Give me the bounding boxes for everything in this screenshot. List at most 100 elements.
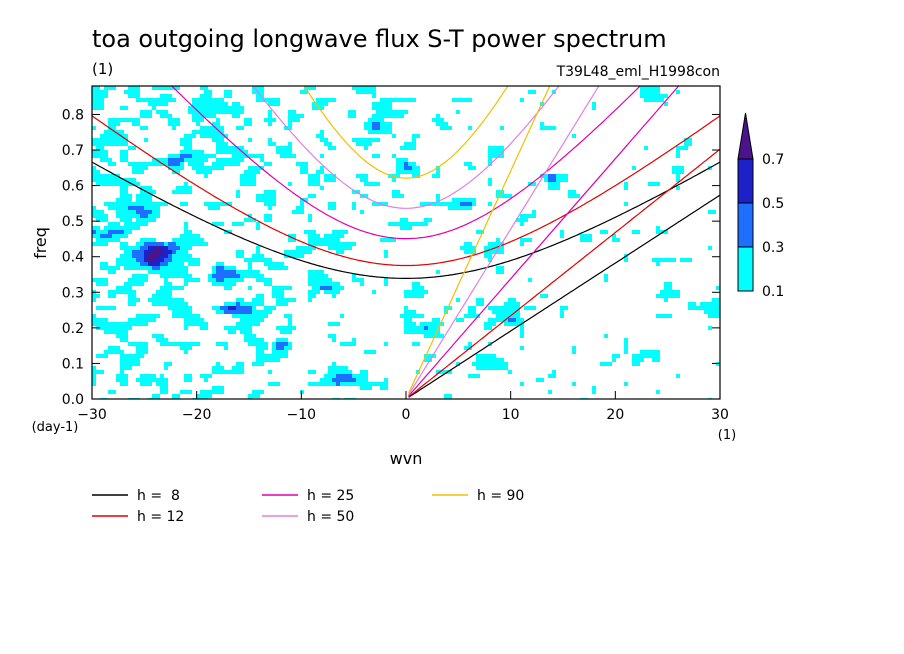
contour-cell: [480, 362, 484, 366]
contour-cell: [252, 258, 256, 262]
contour-cell: [216, 370, 220, 374]
contour-cell: [488, 242, 492, 246]
contour-cell: [348, 342, 352, 346]
contour-cell: [488, 182, 492, 186]
contour-cell: [332, 338, 336, 342]
contour-cell: [120, 358, 124, 362]
contour-cell: [212, 154, 216, 158]
contour-cell: [152, 266, 156, 270]
contour-cell: [328, 242, 332, 246]
contour-cell: [328, 370, 332, 374]
contour-cell: [96, 102, 100, 106]
contour-cell: [644, 90, 648, 94]
contour-cell: [328, 290, 332, 294]
contour-cell: [120, 150, 124, 154]
contour-cell: [308, 242, 312, 246]
contour-cell: [360, 142, 364, 146]
contour-cell: [248, 174, 252, 178]
contour-cell: [232, 158, 236, 162]
contour-cell: [104, 226, 108, 230]
contour-cell: [156, 242, 160, 246]
contour-cell: [404, 330, 408, 334]
contour-cell: [332, 206, 336, 210]
contour-cell: [120, 254, 124, 258]
contour-cell: [560, 306, 564, 310]
contour-cell: [136, 226, 140, 230]
contour-cell: [364, 374, 368, 378]
contour-cell: [472, 198, 476, 202]
contour-cell: [164, 362, 168, 366]
contour-cell: [156, 258, 160, 262]
contour-cell: [120, 258, 124, 262]
contour-cell: [324, 378, 328, 382]
contour-cell: [184, 222, 188, 226]
contour-cell: [136, 246, 140, 250]
contour-cell: [184, 142, 188, 146]
contour-cell: [444, 122, 448, 126]
contour-cell: [132, 318, 136, 322]
contour-cell: [512, 302, 516, 306]
contour-cell: [652, 98, 656, 102]
contour-cell: [144, 378, 148, 382]
contour-cell: [516, 314, 520, 318]
contour-cell: [120, 326, 124, 330]
contour-cell: [456, 202, 460, 206]
contour-cell: [472, 374, 476, 378]
contour-cell: [132, 250, 136, 254]
contour-cell: [324, 98, 328, 102]
contour-cell: [268, 202, 272, 206]
contour-cell: [316, 290, 320, 294]
contour-cell: [208, 206, 212, 210]
contour-cell: [156, 110, 160, 114]
contour-cell: [192, 262, 196, 266]
contour-cell: [308, 370, 312, 374]
contour-cell: [300, 114, 304, 118]
contour-cell: [436, 270, 440, 274]
contour-cell: [136, 342, 140, 346]
contour-cell: [288, 346, 292, 350]
contour-cell: [216, 142, 220, 146]
contour-cell: [100, 210, 104, 214]
contour-cell: [236, 110, 240, 114]
contour-cell: [364, 370, 368, 374]
contour-cell: [668, 258, 672, 262]
contour-cell: [320, 378, 324, 382]
contour-cell: [504, 310, 508, 314]
contour-cell: [280, 150, 284, 154]
contour-cell: [496, 266, 500, 270]
contour-cell: [372, 130, 376, 134]
contour-cell: [408, 226, 412, 230]
power-spectrum-contours: [92, 86, 720, 399]
contour-cell: [392, 110, 396, 114]
contour-cell: [124, 210, 128, 214]
contour-cell: [304, 250, 308, 254]
contour-cell: [664, 230, 668, 234]
contour-cell: [332, 290, 336, 294]
contour-cell: [248, 274, 252, 278]
contour-cell: [368, 86, 372, 90]
contour-cell: [296, 206, 300, 210]
contour-cell: [204, 326, 208, 330]
contour-cell: [128, 354, 132, 358]
contour-cell: [204, 86, 208, 90]
contour-cell: [132, 178, 136, 182]
contour-cell: [412, 146, 416, 150]
contour-cell: [520, 214, 524, 218]
contour-cell: [92, 230, 96, 234]
contour-cell: [164, 286, 168, 290]
contour-cell: [132, 290, 136, 294]
contour-cell: [428, 334, 432, 338]
contour-cell: [152, 106, 156, 110]
contour-cell: [316, 278, 320, 282]
contour-cell: [116, 238, 120, 242]
contour-cell: [632, 362, 636, 366]
contour-cell: [104, 130, 108, 134]
contour-cell: [604, 334, 608, 338]
contour-cell: [204, 158, 208, 162]
contour-cell: [256, 86, 260, 90]
contour-cell: [488, 250, 492, 254]
contour-cell: [708, 314, 712, 318]
contour-cell: [104, 174, 108, 178]
contour-cell: [464, 346, 468, 350]
chart-title-units: (1): [92, 60, 113, 78]
